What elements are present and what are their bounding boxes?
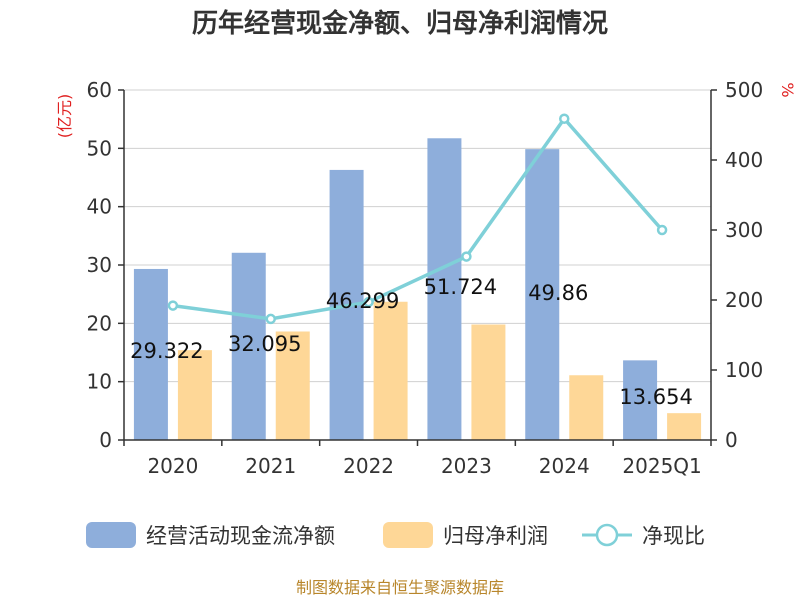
x-tick-label: 2024 bbox=[539, 454, 590, 478]
y-left-tick-label: 10 bbox=[87, 370, 112, 394]
y-left-tick-label: 20 bbox=[87, 311, 112, 335]
grid-lines bbox=[124, 89, 711, 441]
data-label: 46.299 bbox=[326, 289, 399, 313]
right-axis-unit: % bbox=[778, 82, 797, 97]
bar-net-profit bbox=[275, 331, 310, 440]
bar-cash-flow bbox=[231, 252, 266, 440]
line-net-cash-ratio bbox=[172, 115, 664, 321]
x-tick-label: 2023 bbox=[441, 454, 492, 478]
bar-cash-flow bbox=[623, 360, 658, 440]
bar-net-profit bbox=[569, 375, 604, 440]
line-series-group bbox=[167, 113, 668, 325]
line-point bbox=[363, 296, 374, 308]
x-tick-label: 2020 bbox=[147, 454, 198, 478]
legend-label-net-profit: 归母净利润 bbox=[443, 524, 548, 548]
y-left-tick-label: 30 bbox=[87, 253, 112, 277]
x-tick-label: 2025Q1 bbox=[622, 454, 701, 478]
bar-cash-flow bbox=[525, 149, 560, 440]
bar-net-profit bbox=[373, 301, 408, 440]
bar-net-profit bbox=[667, 413, 702, 440]
y-left-tick-label: 50 bbox=[87, 136, 112, 160]
y-right-tick-label: 300 bbox=[725, 218, 763, 242]
x-tick-label: 2022 bbox=[343, 454, 394, 478]
data-labels-group: 29.322 32.095 46.299 51.724 49.86 13.654 bbox=[130, 275, 693, 409]
bars-group bbox=[133, 138, 702, 441]
y-right-tick-label: 100 bbox=[725, 358, 763, 382]
legend: 经营活动现金流净额 归母净利润 净现比 bbox=[86, 522, 705, 548]
line-point bbox=[167, 300, 179, 311]
line-point bbox=[559, 113, 570, 124]
legend-label-cash-flow: 经营活动现金流净额 bbox=[146, 524, 335, 548]
y-right-tick-label: 500 bbox=[725, 78, 763, 102]
data-label: 49.86 bbox=[528, 281, 588, 305]
legend-label-net-cash-ratio: 净现比 bbox=[642, 524, 705, 548]
data-label: 29.322 bbox=[130, 339, 203, 363]
bar-net-profit bbox=[177, 350, 212, 440]
x-tick-label: 2021 bbox=[245, 454, 296, 478]
axes-group: 0 10 20 30 40 50 60 0 100 200 300 400 500 2020 2021 202… bbox=[87, 78, 764, 478]
bar-cash-flow bbox=[427, 138, 462, 440]
left-axis-unit: (亿元) bbox=[55, 94, 74, 139]
legend-marker-net-cash-ratio bbox=[595, 523, 619, 547]
line-point bbox=[265, 313, 276, 325]
y-left-tick-label: 60 bbox=[87, 78, 112, 102]
y-left-tick-label: 40 bbox=[87, 195, 112, 219]
y-right-tick-label: 0 bbox=[725, 428, 738, 452]
line-point bbox=[461, 251, 472, 262]
y-left-tick-label: 0 bbox=[99, 428, 112, 452]
line-point bbox=[656, 224, 668, 236]
data-label: 13.654 bbox=[619, 385, 692, 409]
bar-cash-flow bbox=[133, 268, 168, 440]
data-label: 51.724 bbox=[424, 275, 497, 299]
y-right-tick-label: 400 bbox=[725, 148, 763, 172]
legend-swatch-cash-flow bbox=[86, 522, 136, 548]
legend-swatch-net-profit bbox=[383, 522, 433, 548]
data-label: 32.095 bbox=[228, 332, 301, 356]
source-note: 制图数据来自恒生聚源数据库 bbox=[296, 578, 504, 597]
chart-title: 历年经营现金净额、归母净利润情况 bbox=[192, 8, 608, 39]
bar-net-profit bbox=[471, 324, 506, 440]
y-right-tick-label: 200 bbox=[725, 288, 763, 312]
